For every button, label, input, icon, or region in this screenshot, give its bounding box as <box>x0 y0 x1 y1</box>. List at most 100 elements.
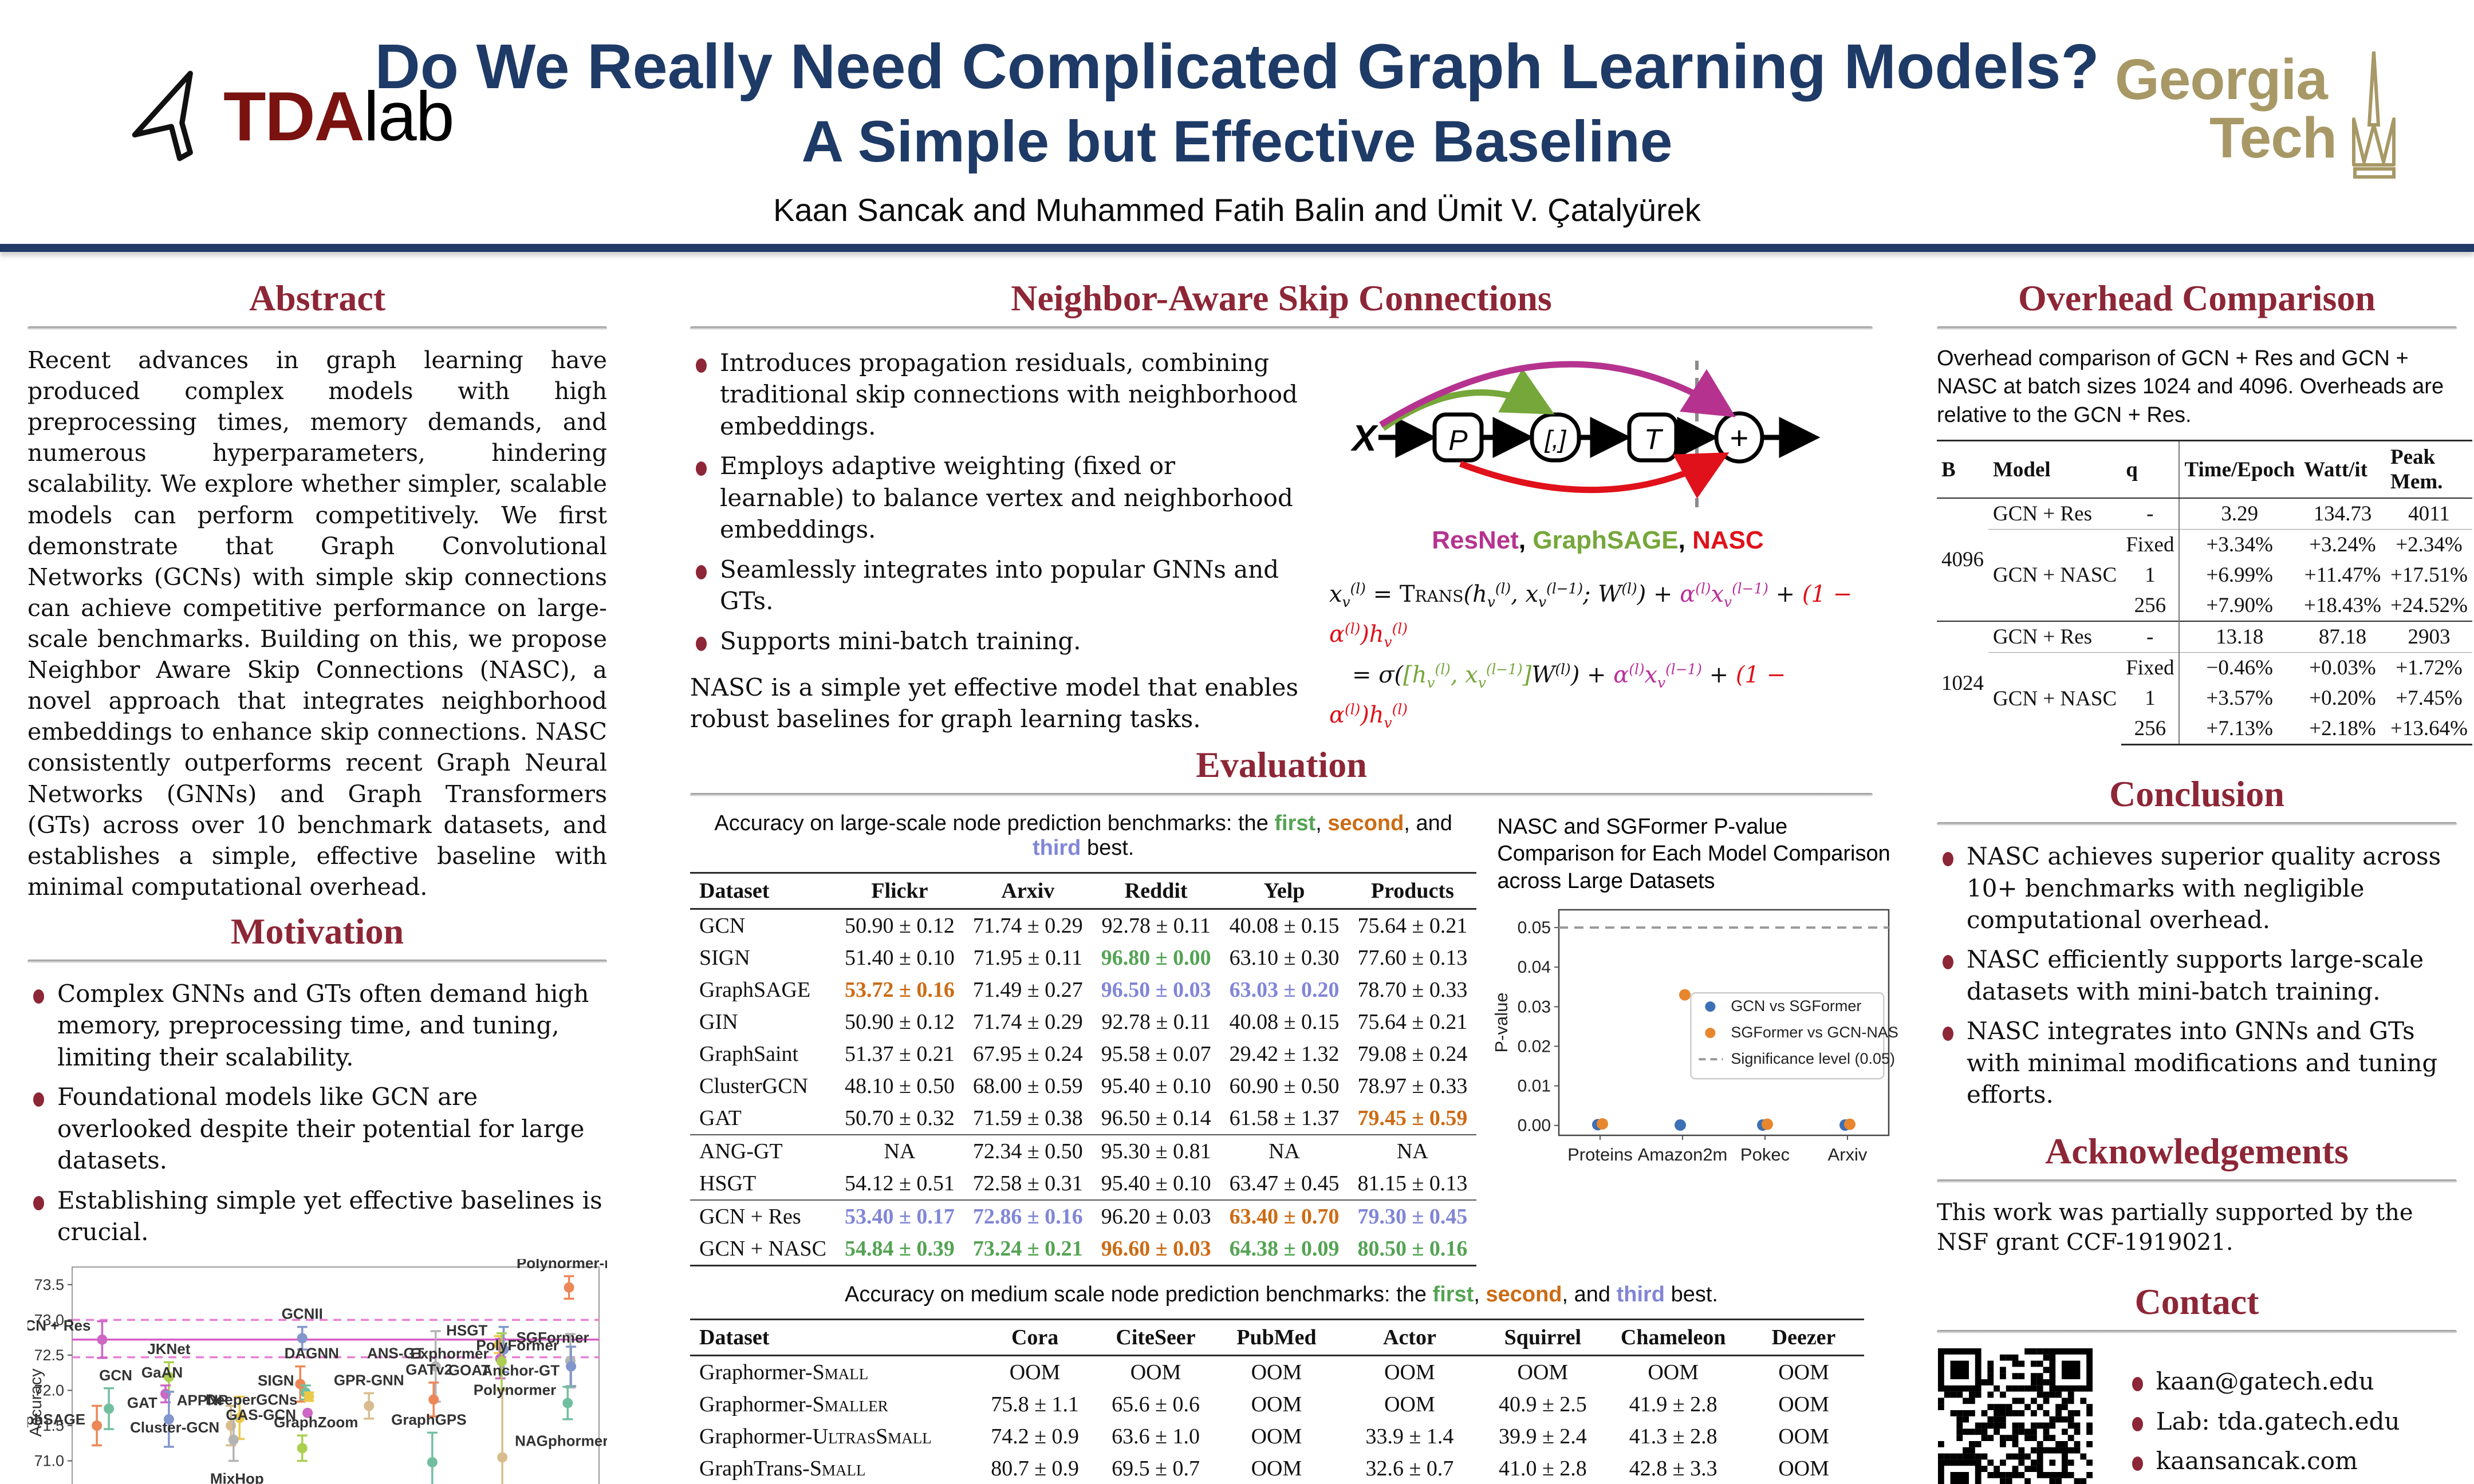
value-cell: 63.47 ± 0.45 <box>1229 1171 1340 1195</box>
value-cell: OOM <box>1251 1392 1302 1416</box>
value-cell: 72.86 ± 0.16 <box>963 1199 1092 1233</box>
value-cell: 73.24 ± 0.21 <box>963 1232 1092 1266</box>
batch-size-cell: 1024 <box>1937 621 1988 745</box>
point-label: GCN + Res <box>27 1317 90 1334</box>
value-cell: 64.38 ± 0.09 <box>1220 1232 1349 1266</box>
svg-text:Accuracy: Accuracy <box>27 1368 45 1437</box>
value-cell: 79.08 ± 0.24 <box>1357 1041 1468 1066</box>
data-point <box>92 1420 103 1431</box>
evaluation-heading: Evaluation <box>1196 744 1367 785</box>
tda-logo-lab: lab <box>363 77 455 155</box>
diagram-arc-nasc <box>1459 452 1730 499</box>
list-item: Foundational models like GCN are overloo… <box>27 1081 607 1176</box>
value-cell: 95.40 ± 0.10 <box>1101 1073 1211 1098</box>
value-cell: 96.20 ± 0.03 <box>1092 1199 1220 1233</box>
data-point <box>497 1452 508 1463</box>
data-point <box>1844 1118 1856 1130</box>
column-header: Dataset <box>690 1318 975 1356</box>
contact-heading-rule <box>1937 1330 2457 1334</box>
table-row: 1 +6.99% +11.47% +17.51% <box>1937 560 2472 591</box>
tda-arrow-icon <box>132 70 193 161</box>
column-header: Actor <box>1337 1318 1483 1356</box>
overhead-heading-rule <box>1937 326 2457 330</box>
value-cell: NA <box>1348 1134 1477 1167</box>
data-point <box>228 1435 239 1446</box>
value-cell: 51.37 ± 0.21 <box>845 1041 955 1066</box>
point-label: Polynormer <box>474 1382 557 1399</box>
qr-code <box>1938 1348 2093 1484</box>
value-cell: 80.50 ± 0.16 <box>1348 1232 1477 1266</box>
svg-text:0.00: 0.00 <box>1518 1116 1551 1135</box>
middle-column: Neighbor-Aware Skip Connections Introduc… <box>690 269 1910 1484</box>
column-header: Reddit <box>1092 871 1220 910</box>
table-row: GCN + NASC 54.84 ± 0.39 73.24 ± 0.21 96.60 … <box>690 1232 1477 1266</box>
value-cell: 71.74 ± 0.29 <box>972 913 1083 938</box>
row-name-cell: ANG-GT <box>690 1134 836 1167</box>
value-cell: 39.9 ± 2.4 <box>1498 1424 1587 1449</box>
value-cell: 51.40 ± 0.10 <box>845 945 955 970</box>
data-point <box>496 1356 507 1367</box>
data-point <box>566 1361 577 1372</box>
equation-line: xv(l) = Trans(hv(l), xv(l−1); W(l)) + α(… <box>1329 580 1853 651</box>
table-row: 1 +3.57% +0.20% +7.45% <box>1937 683 2472 714</box>
trend-chart-figure: 70.070.571.071.572.072.573.073.520172018… <box>0 1254 610 1484</box>
point-label: JKNet <box>147 1341 190 1358</box>
row-name-cell: GraphSAGE <box>699 977 811 1002</box>
value-cell: 71.59 ± 0.38 <box>972 1106 1083 1130</box>
diagram-node-concat: [,] <box>1545 425 1567 453</box>
caption-fragment: best. <box>1665 1282 1718 1307</box>
data-point <box>562 1398 573 1409</box>
value-cell: 96.80 ± 0.00 <box>1101 945 1211 970</box>
table-row: GCN + NASC Fixed +3.34% +3.24% +2.34% <box>1937 529 2472 622</box>
evaluation-row: Accuracy on large-scale node prediction … <box>690 811 1910 1266</box>
value-cell: 96.50 ± 0.03 <box>1101 977 1211 1002</box>
value-cell: 53.40 ± 0.17 <box>836 1199 964 1233</box>
value-cell: 72.34 ± 0.50 <box>963 1134 1092 1167</box>
column-header: Deezer <box>1743 1318 1864 1356</box>
point-label: DeeperGCNs <box>206 1391 297 1408</box>
value-cell: 41.0 ± 2.8 <box>1498 1456 1587 1481</box>
data-point <box>427 1457 438 1468</box>
column-header: Watt/it <box>2299 440 2386 499</box>
tda-lab-logo: TDAlab <box>129 69 455 163</box>
svg-text:Amazon2m: Amazon2m <box>1638 1144 1728 1165</box>
caption-fragment: , and <box>1562 1282 1617 1307</box>
value-cell: 40.08 ± 0.15 <box>1229 1009 1340 1034</box>
value-cell: 33.9 ± 1.4 <box>1365 1424 1454 1449</box>
value-cell: OOM <box>1778 1360 1829 1384</box>
row-name-cell: SIGN <box>699 945 750 970</box>
value-cell: 32.6 ± 0.7 <box>1365 1456 1454 1481</box>
table-row: GIN 50.90 ± 0.12 71.74 ± 0.29 92.78 ± 0.11 4… <box>690 1006 1476 1038</box>
medium-table-caption: Accuracy on medium scale node prediction… <box>690 1282 1873 1307</box>
column-header: Squirrel <box>1482 1318 1604 1356</box>
caption-fragment: third <box>1032 835 1081 860</box>
row-name-cell: HSGT <box>699 1171 757 1195</box>
caption-fragment: second <box>1486 1282 1562 1307</box>
value-cell: 92.78 ± 0.11 <box>1101 1009 1211 1034</box>
svg-text:71.5: 71.5 <box>34 1417 64 1434</box>
overhead-heading: Overhead Comparison <box>2018 278 2375 318</box>
nasc-heading-rule <box>690 326 1873 330</box>
value-cell: 95.30 ± 0.81 <box>1092 1134 1220 1167</box>
column-header: Yelp <box>1220 871 1349 910</box>
svg-text:0.05: 0.05 <box>1518 918 1551 937</box>
data-point <box>163 1414 174 1425</box>
row-name-cell: GraphTrans-Small <box>699 1456 866 1481</box>
diagram-arc-resnet <box>1379 361 1736 428</box>
value-cell: OOM <box>1009 1360 1061 1384</box>
list-item: NASC efficiently supports large-scale da… <box>1937 944 2457 1007</box>
caption-fragment: Accuracy on large-scale node prediction … <box>714 811 1275 835</box>
point-label: GPR-GNN <box>334 1372 404 1389</box>
value-cell: 81.15 ± 0.13 <box>1357 1171 1468 1195</box>
row-name-cell: GCN <box>699 913 746 938</box>
row-name-cell: GIN <box>699 1009 738 1034</box>
value-cell: 65.6 ± 0.6 <box>1112 1392 1200 1416</box>
motivation-bullet-list: Complex GNNs and GTs often demand high m… <box>27 978 607 1248</box>
gt-word-tech: Tech <box>2209 106 2337 170</box>
value-cell: 75.64 ± 0.21 <box>1357 1009 1468 1034</box>
list-item: kaansancak.com <box>2126 1445 2400 1477</box>
abstract-text: Recent advances in graph learning have p… <box>27 346 607 901</box>
conclusion-heading: Conclusion <box>2109 773 2284 815</box>
svg-text:SGFormer vs GCN-NASC: SGFormer vs GCN-NASC <box>1731 1024 1898 1041</box>
batch-size-cell: 4096 <box>1937 498 1988 622</box>
